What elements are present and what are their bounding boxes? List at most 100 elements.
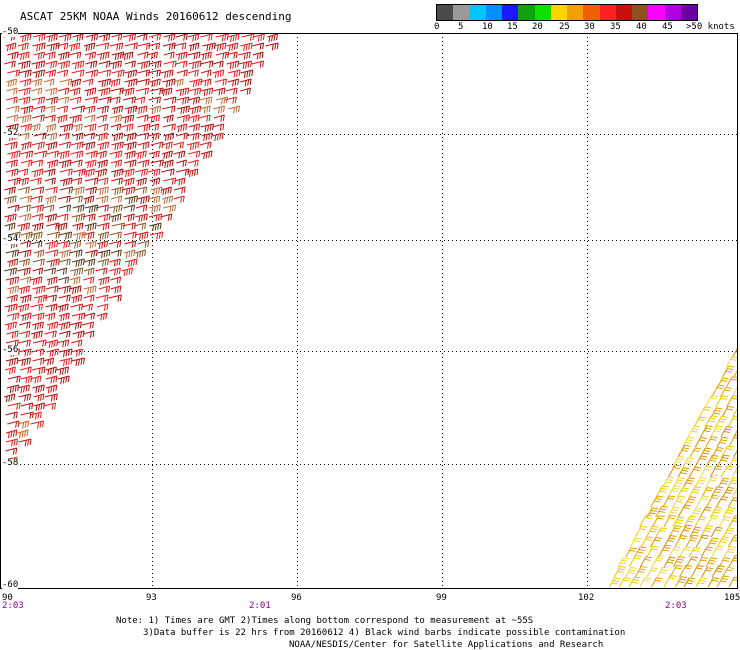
wind-barb xyxy=(689,526,702,538)
wind-barb xyxy=(58,141,71,149)
wind-barb xyxy=(33,249,45,258)
wind-barb xyxy=(69,240,82,249)
wind-barb xyxy=(715,496,729,508)
wind-barb xyxy=(6,168,19,177)
wind-barb xyxy=(122,96,136,104)
wind-barb xyxy=(148,132,160,141)
wind-barb xyxy=(83,258,96,267)
wind-barb xyxy=(71,339,83,347)
wind-barb xyxy=(32,339,47,347)
wind-barb xyxy=(7,285,20,295)
wind-barb xyxy=(18,186,30,194)
wind-barb xyxy=(43,402,57,410)
wind-barb xyxy=(20,150,34,159)
wind-barb xyxy=(5,42,17,52)
wind-barb xyxy=(215,96,228,105)
wind-barb xyxy=(731,466,738,478)
wind-barb xyxy=(111,33,123,41)
wind-barb xyxy=(624,566,637,578)
wind-barb xyxy=(45,141,58,151)
wind-barb xyxy=(45,285,59,293)
wind-barb xyxy=(718,516,731,528)
wind-barb xyxy=(687,425,700,438)
wind-barb xyxy=(56,339,70,348)
wind-barb xyxy=(83,267,95,276)
wind-barb xyxy=(655,485,669,498)
wind-barb xyxy=(5,159,18,168)
lat-lon-grid xyxy=(0,33,738,589)
colorbar-label: 5 xyxy=(458,22,464,32)
wind-barb xyxy=(701,567,713,578)
wind-barb xyxy=(85,69,99,78)
wind-barb xyxy=(96,195,109,204)
wind-barb xyxy=(111,51,125,61)
wind-barb xyxy=(148,123,160,131)
wind-barb xyxy=(71,258,85,268)
colorbar-segment xyxy=(485,5,502,20)
wind-barb xyxy=(32,33,46,42)
wind-barb xyxy=(728,576,738,588)
wind-barb xyxy=(134,96,146,104)
wind-barb xyxy=(716,454,730,468)
wind-barb xyxy=(187,96,201,105)
wind-barb xyxy=(44,114,56,122)
wind-barb xyxy=(17,114,32,124)
wind-barb xyxy=(186,168,199,178)
wind-barb xyxy=(20,141,32,151)
wind-barb xyxy=(110,285,122,294)
wind-barb xyxy=(124,195,138,205)
wind-barb xyxy=(710,425,723,438)
lat-label: -58 xyxy=(2,458,19,468)
wind-barb xyxy=(3,60,16,68)
wind-barb xyxy=(136,33,148,41)
wind-barb xyxy=(97,231,110,241)
wind-barb xyxy=(31,141,45,150)
wind-barb xyxy=(71,60,85,70)
wind-barb xyxy=(18,258,30,267)
wind-barb xyxy=(213,60,224,68)
wind-barb xyxy=(30,411,42,420)
wind-barb xyxy=(733,368,738,378)
wind-barb xyxy=(57,60,71,70)
wind-barb xyxy=(727,415,738,428)
wind-barb xyxy=(96,222,110,231)
wind-barb xyxy=(228,105,241,114)
wind-barb xyxy=(718,557,731,568)
wind-barb xyxy=(98,213,111,222)
wind-barb xyxy=(134,222,147,230)
wind-barb xyxy=(108,96,121,104)
wind-barb xyxy=(20,123,32,132)
wind-barb xyxy=(161,150,173,160)
wind-barb xyxy=(6,330,19,339)
wind-barb xyxy=(59,204,72,212)
wind-barb xyxy=(70,267,84,277)
wind-barb xyxy=(44,87,58,96)
wind-barb xyxy=(694,516,707,528)
wind-barb xyxy=(705,474,719,488)
wind-barb xyxy=(732,406,738,418)
wind-barb xyxy=(733,428,738,438)
wind-barb xyxy=(109,78,121,88)
wind-barb xyxy=(57,51,70,61)
wind-barb xyxy=(679,524,693,538)
wind-barb xyxy=(111,186,124,196)
wind-barb xyxy=(123,132,137,142)
wind-barb xyxy=(96,141,110,151)
wind-barb xyxy=(45,384,58,394)
wind-barb xyxy=(700,525,713,538)
wind-barb xyxy=(695,577,707,588)
wind-barb xyxy=(7,177,21,186)
wind-barb xyxy=(120,51,134,61)
wind-barb xyxy=(629,537,642,548)
wind-barb xyxy=(59,348,73,358)
wind-barb xyxy=(7,150,21,160)
wind-barb xyxy=(721,445,734,458)
wind-barb xyxy=(84,159,97,169)
wind-barb xyxy=(46,276,58,286)
wind-barb xyxy=(199,105,211,114)
wind-barb xyxy=(123,249,136,259)
wind-barb xyxy=(70,150,84,159)
wind-barb xyxy=(71,69,85,77)
wind-barb xyxy=(215,51,230,60)
wind-barb xyxy=(17,303,30,313)
